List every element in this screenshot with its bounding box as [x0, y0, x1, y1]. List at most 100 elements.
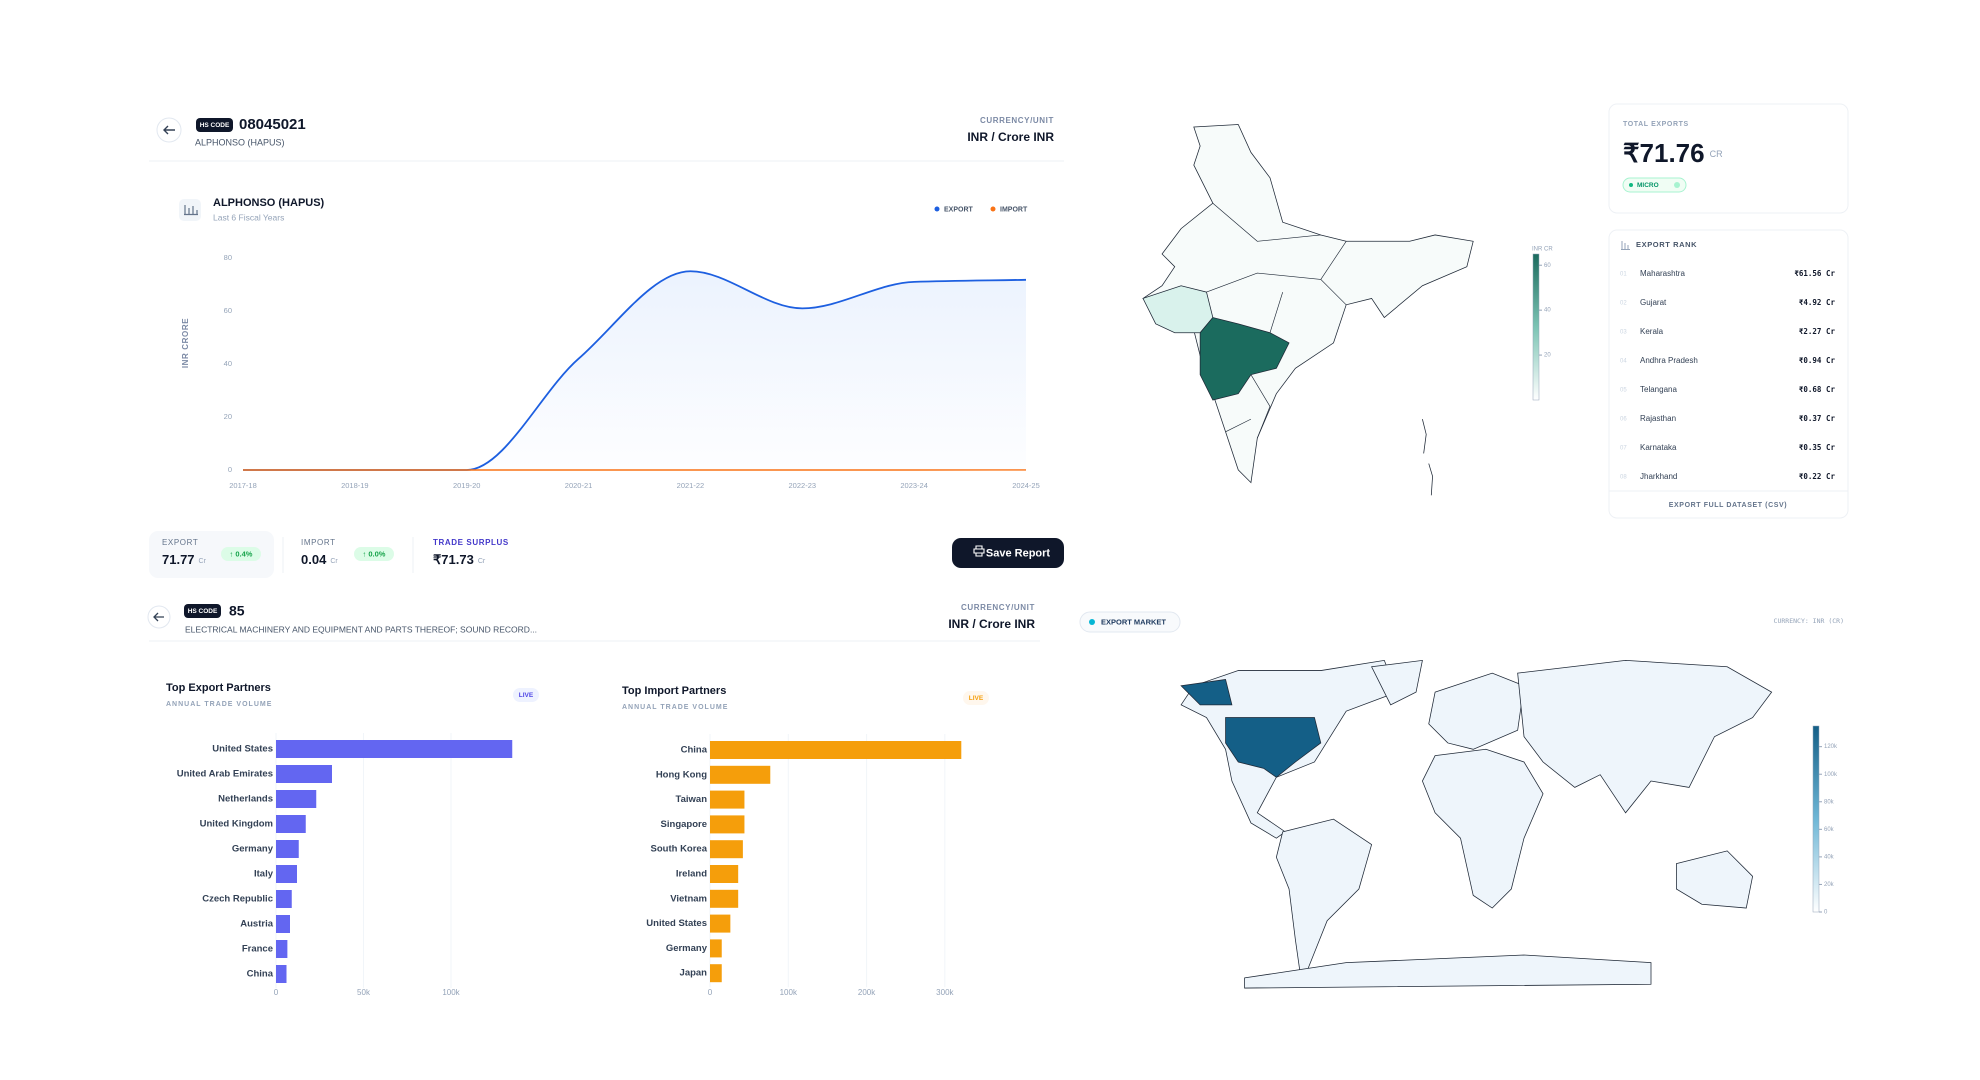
- colorbar-tick-label: 100k: [1824, 772, 1838, 778]
- export-value: 71.77 Cr: [162, 552, 207, 567]
- product-header: HS CODE 08045021 ALPHONSO (HAPUS) CURREN…: [149, 116, 1064, 162]
- import-number: 0.04: [301, 552, 327, 567]
- export-change: ↑ 0.4%: [230, 549, 253, 558]
- import-change: ↑ 0.0%: [363, 549, 386, 558]
- x-tick-label: 300k: [936, 988, 954, 997]
- legend-marker: [990, 206, 996, 212]
- bar: [276, 865, 297, 883]
- rank-number: 03: [1620, 330, 1627, 336]
- x-tick-label: 2024-25: [1012, 481, 1040, 490]
- greenland: [1371, 659, 1423, 706]
- surplus-unit: Cr: [478, 558, 486, 565]
- rank-value: ₹0.22 Cr: [1799, 472, 1836, 481]
- hs-badge: [196, 118, 233, 132]
- rank-value: ₹4.92 Cr: [1799, 298, 1836, 307]
- x-tick-label: 0: [274, 988, 279, 997]
- asia: [1517, 660, 1773, 814]
- hs-code: 08045021: [239, 116, 306, 133]
- y-tick-label: Japan: [680, 968, 708, 979]
- india-colorbar: [1532, 253, 1540, 401]
- total-exports-number: ₹71.76: [1623, 138, 1705, 168]
- printer-icon: [973, 545, 985, 557]
- chart-title: Top Export Partners: [166, 682, 271, 694]
- hs-code: 85: [229, 603, 245, 619]
- y-tick-label: United States: [212, 744, 273, 755]
- chart-title: Top Import Partners: [622, 685, 726, 697]
- chart-subtitle: ANNUAL TRADE VOLUME: [622, 704, 728, 711]
- y-tick-label: Germany: [232, 844, 274, 855]
- rank-number: 06: [1620, 417, 1627, 423]
- rank-number: 02: [1620, 301, 1627, 307]
- y-tick-label: 60: [224, 306, 232, 315]
- card: [1608, 229, 1849, 519]
- rank-number: 08: [1620, 475, 1627, 481]
- bar: [710, 790, 745, 809]
- rank-number: 05: [1620, 388, 1627, 394]
- y-tick-label: China: [681, 745, 708, 756]
- y-tick-label: United States: [646, 918, 707, 929]
- colorbar-tick-label: 40k: [1824, 854, 1835, 860]
- world-currency: CURRENCY: INR (CR): [1774, 617, 1844, 625]
- badge-dot: [1629, 183, 1633, 187]
- x-tick-label: 2019-20: [453, 481, 481, 490]
- category-name: ELECTRICAL MACHINERY AND EQUIPMENT AND P…: [185, 624, 537, 634]
- rank-number: 07: [1620, 446, 1627, 452]
- bar: [710, 865, 739, 883]
- y-tick-label: Singapore: [661, 819, 707, 830]
- y-tick-label: China: [247, 969, 274, 980]
- total-exports-label: TOTAL EXPORTS: [1623, 121, 1689, 128]
- y-tick-label: Netherlands: [218, 794, 273, 805]
- bar: [710, 741, 962, 759]
- export-market-header: EXPORT MARKET CURRENCY: INR (CR): [1079, 611, 1844, 633]
- colorbar-tick-label: 60: [1544, 263, 1551, 269]
- india-colorbar-title: INR CR: [1532, 247, 1553, 253]
- export-csv-link[interactable]: EXPORT FULL DATASET (CSV): [1669, 502, 1787, 509]
- bar: [276, 965, 287, 983]
- state-borders: [1206, 202, 1347, 439]
- y-tick-label: Ireland: [676, 869, 707, 880]
- bar: [276, 915, 290, 933]
- x-tick-label: 200k: [858, 988, 876, 997]
- y-tick-label: 40: [224, 359, 232, 368]
- rank-number: 04: [1620, 359, 1627, 365]
- import-change-badge: [354, 547, 394, 561]
- x-tick-label: 0: [708, 988, 713, 997]
- y-tick-label: Austria: [240, 919, 273, 930]
- x-tick-label: 2018-19: [341, 481, 369, 490]
- export-number: 71.77: [162, 552, 195, 567]
- bar: [276, 840, 299, 858]
- total-exports-value: ₹71.76 CR: [1623, 138, 1723, 168]
- india-map: [1142, 124, 1474, 496]
- save-button-label: Save Report: [986, 547, 1051, 559]
- rank-state: Kerala: [1640, 327, 1664, 336]
- bar: [276, 940, 288, 958]
- colorbar-tick-label: 20k: [1824, 882, 1835, 888]
- live-badge-text: LIVE: [969, 695, 984, 702]
- currency-value: INR / Crore INR: [948, 617, 1035, 631]
- x-tick-label: 2022-23: [789, 481, 817, 490]
- surplus-value: ₹71.73 Cr: [433, 552, 486, 567]
- bar: [710, 815, 745, 834]
- x-tick-label: 2017-18: [229, 481, 257, 490]
- legend-label: EXPORT: [944, 206, 974, 213]
- rank-value: ₹0.68 Cr: [1799, 385, 1836, 394]
- y-tick-label: Vietnam: [670, 893, 707, 904]
- bar: [276, 815, 306, 833]
- bar: [710, 889, 739, 908]
- rank-value: ₹0.94 Cr: [1799, 356, 1836, 365]
- hs-badge-text: HS CODE: [200, 122, 230, 129]
- rank-state: Gujarat: [1640, 298, 1667, 307]
- y-tick-label: 0: [228, 465, 232, 474]
- colorbar-tick-label: 20: [1544, 353, 1551, 359]
- y-axis-label: INR CRORE: [181, 318, 190, 368]
- south-america: [1275, 818, 1373, 986]
- y-tick-label: 80: [224, 253, 232, 262]
- chart-subtitle: Last 6 Fiscal Years: [213, 212, 284, 222]
- europe: [1428, 672, 1525, 750]
- bar: [710, 939, 722, 958]
- bar: [710, 964, 722, 983]
- antarctica: [1244, 954, 1652, 989]
- rank-state: Karnataka: [1640, 443, 1677, 452]
- x-tick-label: 100k: [780, 988, 798, 997]
